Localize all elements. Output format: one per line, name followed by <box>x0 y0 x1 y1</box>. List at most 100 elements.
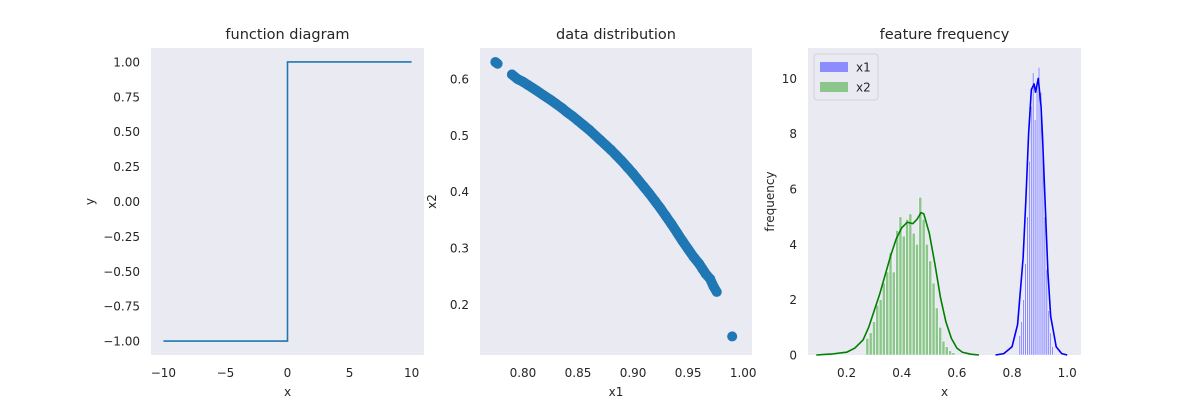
histogram-bar <box>1024 263 1027 356</box>
y-tick-label: −0.25 <box>103 230 140 244</box>
histogram-bar <box>935 307 939 356</box>
histogram-bar <box>945 346 949 356</box>
histogram-bar <box>898 216 903 356</box>
histogram-bar <box>1030 105 1033 356</box>
histogram-bar <box>905 219 909 356</box>
histogram-x2 <box>865 197 956 356</box>
x-tick-label: 0.95 <box>675 366 702 380</box>
y-tick-label: −0.75 <box>103 300 140 314</box>
kde-curve-x1 <box>995 77 1068 356</box>
scatter-point <box>711 286 722 297</box>
histogram-bar <box>928 260 932 356</box>
y-tick-label: 0 <box>789 349 797 363</box>
histogram-bar <box>921 219 926 356</box>
x-axis-label: x <box>941 385 948 399</box>
chart-title: function diagram <box>225 27 349 43</box>
x-tick-label: 0.8 <box>1003 366 1022 380</box>
histogram-bar <box>1020 321 1023 356</box>
histogram-bar <box>915 244 919 356</box>
histogram-bar <box>918 197 922 356</box>
scatter-point <box>633 175 644 186</box>
histogram-bar <box>1039 92 1042 356</box>
x-tick-label: 0.4 <box>892 366 911 380</box>
scatter-point <box>683 244 694 255</box>
histogram-bar <box>1034 119 1037 356</box>
x-tick-label: −10 <box>151 366 176 380</box>
legend-swatch-x1 <box>820 62 848 72</box>
y-tick-label: 0.00 <box>113 195 140 209</box>
scatter-point <box>666 219 677 230</box>
y-tick-label: 0.4 <box>450 185 469 199</box>
histogram-bar <box>1045 269 1048 356</box>
histogram-bar <box>885 271 889 356</box>
histogram-bar <box>951 352 956 356</box>
y-tick-label: 0.50 <box>113 125 140 139</box>
scatter-point <box>644 188 655 199</box>
histogram-bar <box>931 282 936 356</box>
legend-swatch-x2 <box>820 82 848 92</box>
y-tick-label: 0.5 <box>450 129 469 143</box>
x-axis-label: x1 <box>609 385 624 399</box>
scatter-point <box>639 182 650 193</box>
y-tick-label: −1.00 <box>103 335 140 349</box>
scatter-point <box>537 89 548 100</box>
histogram-bar <box>878 299 883 356</box>
histogram-bar <box>925 244 929 356</box>
scatter-point <box>672 227 683 238</box>
chart-title: data distribution <box>556 27 676 43</box>
histogram-bar <box>1051 346 1054 356</box>
x-tick-label: 0.90 <box>620 366 647 380</box>
y-tick-label: 10 <box>782 72 797 86</box>
histogram-bar <box>1043 216 1046 356</box>
histogram-x1 <box>1018 67 1054 356</box>
x-tick-label: 1.00 <box>730 366 757 380</box>
x-tick-label: −5 <box>217 366 235 380</box>
chart-title: feature frequency <box>880 27 1010 43</box>
histogram-bar <box>1028 161 1031 356</box>
histogram-bar <box>1026 216 1029 356</box>
scatter-point <box>661 211 672 222</box>
scatter-point <box>677 236 688 247</box>
histogram-bar <box>1047 310 1050 356</box>
histogram-bar <box>1036 83 1039 356</box>
histogram-bar <box>948 350 952 356</box>
histogram-bar <box>895 230 899 356</box>
x-tick-label: 10 <box>404 366 419 380</box>
legend-label: x1 <box>856 61 871 75</box>
scatter-point <box>628 168 639 179</box>
scatter-point <box>517 76 528 87</box>
plot-area <box>480 48 752 355</box>
histogram-bar <box>875 305 879 356</box>
histogram-bar <box>869 332 873 356</box>
x-tick-label: 0.2 <box>837 366 856 380</box>
x-tick-label: 0 <box>284 366 292 380</box>
y-axis-label: frequency <box>763 171 777 231</box>
x-tick-label: 0.80 <box>510 366 537 380</box>
scatter-point <box>650 196 661 207</box>
histogram-bar <box>1049 332 1052 356</box>
y-tick-label: 0.75 <box>113 90 140 104</box>
scatter-point <box>727 331 738 342</box>
histogram-bar <box>1022 299 1025 356</box>
y-tick-label: 0.25 <box>113 160 140 174</box>
histogram-bar <box>882 282 886 356</box>
step-function-line <box>163 61 412 342</box>
y-tick-label: −0.50 <box>103 265 140 279</box>
y-tick-label: 0.6 <box>450 72 469 86</box>
histogram-bar <box>1032 72 1035 356</box>
histogram-bar <box>941 340 946 356</box>
histogram-bar <box>912 233 916 356</box>
legend-label: x2 <box>856 81 871 95</box>
histogram-bar <box>872 321 876 356</box>
histogram-bar <box>1038 67 1040 356</box>
y-axis-label: y <box>83 198 97 205</box>
x-tick-label: 5 <box>346 366 354 380</box>
y-tick-label: 0.2 <box>450 298 469 312</box>
histogram-bar <box>865 338 870 356</box>
y-tick-label: 8 <box>789 127 797 141</box>
histogram-bar <box>902 235 906 356</box>
scatter-point <box>655 203 666 214</box>
histogram-bar <box>908 213 913 356</box>
data-distribution-panel: data distribution 0.80 0.85 0.90 0.95 1.00 0.2… <box>425 27 757 399</box>
